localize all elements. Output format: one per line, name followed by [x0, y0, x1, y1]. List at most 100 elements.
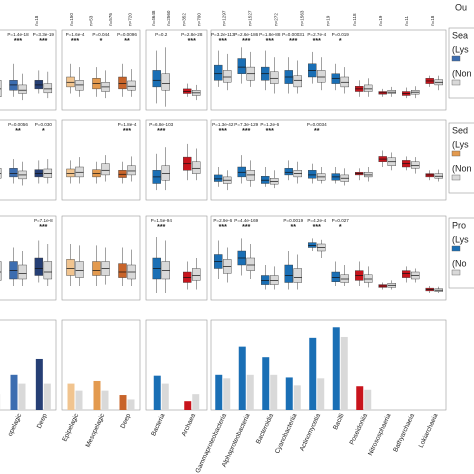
bar	[293, 385, 301, 410]
p-value: P=2.9e-6	[213, 218, 232, 223]
category-label: Bacteria	[150, 412, 167, 437]
bar	[192, 394, 200, 410]
panel-frame	[61, 215, 141, 301]
bar	[75, 390, 83, 410]
legend-group-title: Sea	[452, 30, 468, 40]
panel-frame	[145, 29, 208, 111]
bar	[153, 375, 161, 410]
legend-swatch	[451, 245, 461, 252]
box	[43, 83, 53, 94]
significance: *	[100, 38, 103, 45]
p-value: P=0.2	[155, 32, 168, 37]
header-label: n=118	[352, 13, 357, 26]
legend-swatch	[451, 79, 461, 86]
p-value: P=0.0056	[8, 122, 28, 127]
box	[34, 257, 44, 276]
significance: ***	[14, 38, 22, 45]
header-label: n=720	[127, 13, 132, 26]
p-value: P=0.027	[332, 218, 350, 223]
significance: ***	[219, 224, 227, 231]
p-value: P=4.4e-169	[234, 218, 258, 223]
header-label: n=18	[34, 15, 39, 26]
bar	[356, 386, 364, 410]
p-value: P=0.030	[35, 122, 53, 127]
box	[223, 70, 232, 83]
significance: ***	[123, 128, 131, 135]
header-label: n=11	[404, 16, 409, 26]
header-label: n=53	[88, 15, 93, 26]
category-label: Actinomycetia	[299, 412, 323, 452]
bar	[270, 374, 278, 410]
panel-frame	[210, 119, 447, 201]
legend-group-title: Pro	[452, 220, 466, 230]
legend-label: (No	[452, 258, 467, 268]
box	[331, 271, 340, 283]
box	[214, 174, 223, 182]
significance: **	[15, 128, 21, 135]
box	[161, 165, 170, 181]
category-label: Poseidoniia	[349, 412, 370, 446]
box	[66, 168, 75, 178]
header-label: n=1527	[247, 10, 252, 26]
box	[411, 161, 420, 169]
legend-swatch	[451, 269, 461, 276]
p-value: P=1.5e-94	[151, 218, 173, 223]
significance: ***	[242, 128, 250, 135]
category-label: Deep	[36, 412, 49, 429]
box	[270, 71, 279, 84]
panel-frame	[145, 319, 208, 411]
significance: ***	[219, 128, 227, 135]
p-value: P=2.7e-4	[307, 32, 326, 37]
bar	[285, 377, 293, 410]
panel-frame	[210, 215, 447, 301]
p-value: P=0.00031	[282, 32, 305, 37]
box	[192, 268, 201, 281]
panel-frame	[0, 215, 57, 301]
header-label: n=576	[108, 13, 113, 26]
significance: ***	[157, 224, 165, 231]
panel-frame	[145, 215, 208, 301]
header-label: n=4648	[151, 10, 156, 26]
category-label: Archaea	[181, 412, 198, 437]
significance: *	[339, 224, 342, 231]
significance: ***	[157, 128, 165, 135]
p-value: P=7.3e-129	[234, 122, 258, 127]
p-value: P=1.4e-18	[7, 32, 29, 37]
bar	[317, 378, 325, 410]
significance: **	[314, 128, 320, 135]
box	[18, 84, 27, 94]
legend-label: (Non	[452, 163, 472, 173]
legend-swatch	[451, 150, 461, 157]
box	[75, 261, 84, 278]
bar	[309, 337, 317, 410]
category-label: Deep	[119, 412, 132, 429]
legend-frame	[448, 122, 474, 194]
significance: ***	[242, 224, 250, 231]
bar	[215, 374, 223, 410]
p-value: P=0.044	[92, 32, 110, 37]
category-label: opelagic	[7, 412, 24, 438]
header-label: n=1297	[221, 10, 226, 26]
p-value: P=6.8e-103	[149, 122, 173, 127]
bar	[18, 383, 26, 410]
p-value: P=3.3e-19	[33, 32, 55, 37]
box	[237, 58, 246, 74]
bar	[127, 399, 135, 410]
bar	[101, 390, 109, 410]
box	[293, 268, 302, 283]
bar	[364, 389, 372, 410]
bar	[184, 401, 192, 410]
category-label: Lokiarchaeia	[418, 412, 440, 449]
p-value: P=2.8e-28	[181, 32, 203, 37]
bar	[246, 374, 254, 410]
panel-frame	[61, 29, 141, 111]
significance: ***	[39, 38, 47, 45]
panel-frame	[61, 119, 141, 201]
bar	[43, 383, 51, 410]
significance: ***	[266, 38, 274, 45]
bar	[223, 378, 231, 410]
significance: ***	[313, 224, 321, 231]
p-value: P=0.0034	[307, 122, 327, 127]
significance: ***	[313, 38, 321, 45]
